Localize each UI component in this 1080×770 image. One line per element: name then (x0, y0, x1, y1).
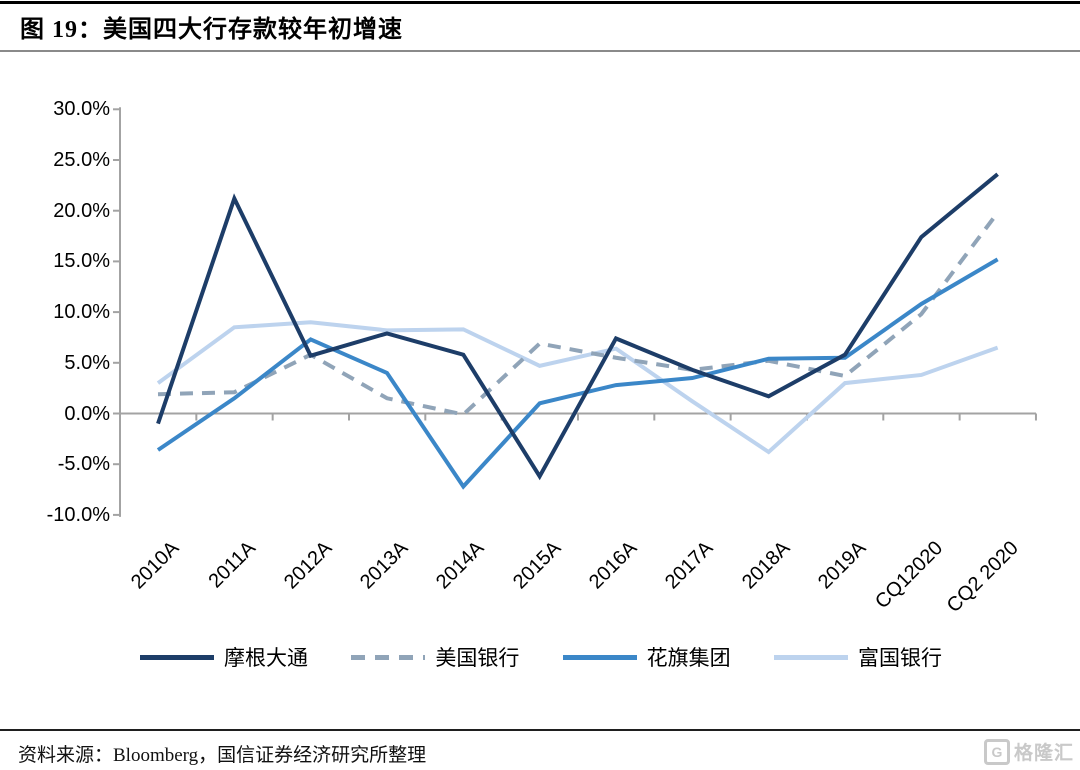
legend-item-bank-of-america: 美国银行 (351, 642, 519, 672)
y-tick-label: 5.0% (64, 351, 110, 374)
legend-item-wells-fargo: 富国银行 (773, 642, 942, 672)
legend-item-citigroup: 花旗集团 (562, 642, 731, 672)
title-divider (0, 50, 1080, 52)
legend-line-sample-solid-navy (140, 654, 214, 660)
source-note: 资料来源：Bloomberg，国信证券经济研究所整理 (18, 745, 427, 766)
y-tick-label: 30.0% (53, 98, 110, 121)
series-line-摩根大通 (156, 172, 999, 481)
top-border (0, 1, 1080, 4)
figure-title: 图 19：美国四大行存款较年初增速 (20, 17, 403, 43)
legend-label: 美国银行 (435, 646, 520, 670)
gelonghui-icon: G (983, 738, 1010, 765)
chart-legend: 摩根大通 美国银行 花旗集团 富国银行 (140, 640, 942, 674)
gelonghui-logo-text: 格隆汇 (1013, 743, 1074, 764)
legend-label: 富国银行 (857, 646, 942, 670)
y-tick-label: 10.0% (53, 301, 110, 324)
series-line-富国银行 (156, 320, 999, 455)
footer-divider (0, 729, 1080, 731)
y-tick-label: 20.0% (53, 199, 110, 222)
y-tick-label: 0.0% (64, 402, 110, 425)
series-line-美国银行 (157, 211, 1000, 417)
y-tick-label: 15.0% (53, 250, 110, 273)
legend-line-sample-solid-blue (562, 654, 637, 660)
legend-label: 花旗集团 (646, 646, 731, 670)
legend-line-sample-dashed-gray (351, 654, 426, 660)
gelonghui-logo: G 格隆汇 (983, 738, 1074, 765)
y-tick-label: -5.0% (57, 453, 110, 476)
y-tick-label: 25.0% (53, 149, 110, 171)
y-tick-label: -10.0% (46, 503, 110, 526)
legend-line-sample-solid-lightblue (773, 654, 848, 660)
legend-label: 摩根大通 (224, 646, 308, 670)
series-line-花旗集团 (156, 257, 999, 490)
legend-item-jpmorgan: 摩根大通 (140, 642, 308, 672)
